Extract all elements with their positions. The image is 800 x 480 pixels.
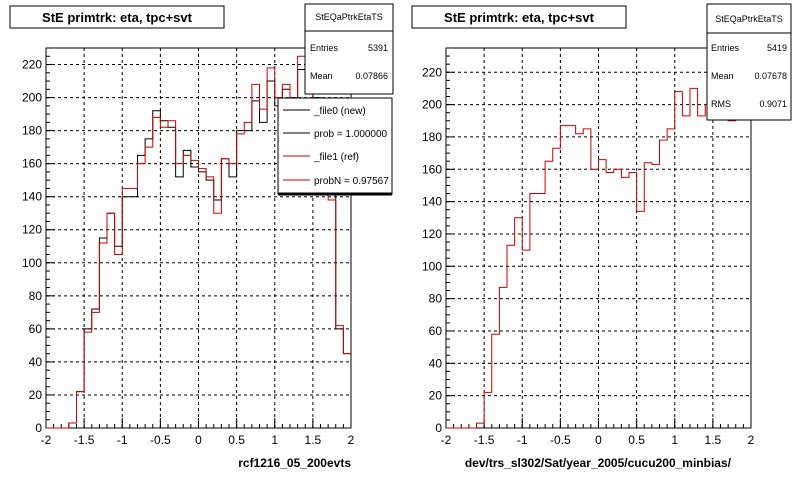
x-tick-label: 2 [748, 433, 755, 447]
x-tick-label: 0 [595, 433, 602, 447]
x-tick-label: -1 [517, 433, 528, 447]
legend-label-new: _file0 (new) [313, 106, 366, 117]
x-tick-label: 0.5 [228, 433, 245, 447]
x-tick-label: 1 [271, 433, 278, 447]
left-series [46, 55, 351, 429]
y-tick-label: 180 [22, 124, 42, 138]
right-stats-rms-label: RMS [711, 99, 731, 109]
x-tick-label: -1.5 [474, 433, 495, 447]
y-tick-label: 60 [29, 322, 43, 336]
right-stats-mean-value: 0.07678 [754, 71, 787, 81]
y-tick-label: 100 [422, 259, 442, 273]
y-tick-label: 140 [22, 190, 42, 204]
left-ticks: -2 -1.5 -1 -0.5 0 0.5 1 1.5 20204060801001201401… [22, 47, 355, 447]
legend-label-prob: prob = 1.000000 [314, 129, 388, 140]
y-tick-label: 200 [22, 91, 42, 105]
y-tick-label: 160 [422, 162, 442, 176]
left-title: StE primtrk: eta, tpc+svt [42, 10, 193, 25]
y-tick-label: 200 [422, 98, 442, 112]
y-tick-label: 40 [29, 355, 43, 369]
left-stats-mean-label: Mean [310, 71, 333, 81]
legend-label-ref: _file1 (ref) [313, 152, 359, 163]
y-tick-label: 80 [429, 292, 443, 306]
x-tick-label: 2 [348, 433, 355, 447]
y-tick-label: 160 [22, 157, 42, 171]
left-panel: StE primtrk: eta, tpc+svt -2 -1.5 -1 -0.5 0 0… [9, 5, 355, 470]
series-line-ref [46, 55, 351, 429]
right-stats-rms-value: 0.9071 [759, 99, 787, 109]
left-stats-entries-value: 5391 [368, 43, 388, 53]
left-xlabel: rcf1216_05_200evts [238, 456, 351, 470]
y-tick-label: 60 [429, 324, 443, 338]
y-tick-label: 0 [35, 421, 42, 435]
x-tick-label: 1.5 [705, 433, 722, 447]
x-tick-label: 1.5 [305, 433, 322, 447]
y-tick-label: 100 [22, 256, 42, 270]
right-stats-mean-label: Mean [711, 71, 734, 81]
right-stats-entries-label: Entries [711, 43, 740, 53]
x-tick-label: -1.5 [74, 433, 95, 447]
series-line-ref [446, 63, 751, 429]
left-stats-box: StEQaPtrkEtaTS Entries 5391 Mean 0.07866 [304, 3, 394, 95]
y-tick-label: 120 [422, 227, 442, 241]
right-stats-box: StEQaPtrkEtaTS Entries 5419 Mean 0.07678… [706, 3, 792, 121]
y-tick-label: 220 [422, 65, 442, 79]
y-tick-label: 140 [422, 195, 442, 209]
y-tick-label: 120 [22, 223, 42, 237]
left-grid [46, 48, 351, 428]
right-xlabel: dev/trs_sl302/Sat/year_2005/cucu200_minb… [465, 456, 732, 470]
right-title: StE primtrk: eta, tpc+svt [444, 10, 595, 25]
y-tick-label: 80 [29, 289, 43, 303]
right-title-box [411, 5, 627, 29]
y-tick-label: 40 [429, 356, 443, 370]
right-panel: StE primtrk: eta, tpc+svt -2 -1.5 -1 -0.5 0 0… [411, 5, 755, 470]
right-stats-entries-value: 5419 [767, 43, 787, 53]
x-tick-label: -1 [117, 433, 128, 447]
left-legend: _file0 (new) prob = 1.000000 _file1 (ref… [277, 97, 393, 196]
x-tick-label: -0.5 [550, 433, 571, 447]
x-tick-label: -2 [41, 433, 52, 447]
x-tick-label: 0.5 [628, 433, 645, 447]
x-tick-label: 1 [671, 433, 678, 447]
y-tick-label: 20 [29, 388, 43, 402]
right-stats-name: StEQaPtrkEtaTS [715, 14, 783, 24]
x-tick-label: -2 [441, 433, 452, 447]
right-series [446, 63, 751, 429]
y-tick-label: 0 [435, 421, 442, 435]
left-stats-name: StEQaPtrkEtaTS [315, 12, 383, 22]
left-stats-entries-label: Entries [310, 43, 339, 53]
x-tick-label: -0.5 [150, 433, 171, 447]
series-line-new [46, 68, 351, 429]
y-tick-label: 180 [422, 130, 442, 144]
y-tick-label: 220 [22, 58, 42, 72]
right-ticks: -2 -1.5 -1 -0.5 0 0.5 1 1.5 20204060801001201401… [422, 47, 755, 447]
legend-label-probN: probN = 0.97567 [314, 176, 389, 187]
y-tick-label: 20 [429, 389, 443, 403]
left-stats-mean-value: 0.07866 [355, 71, 388, 81]
left-title-box [9, 5, 225, 29]
x-tick-label: 0 [195, 433, 202, 447]
